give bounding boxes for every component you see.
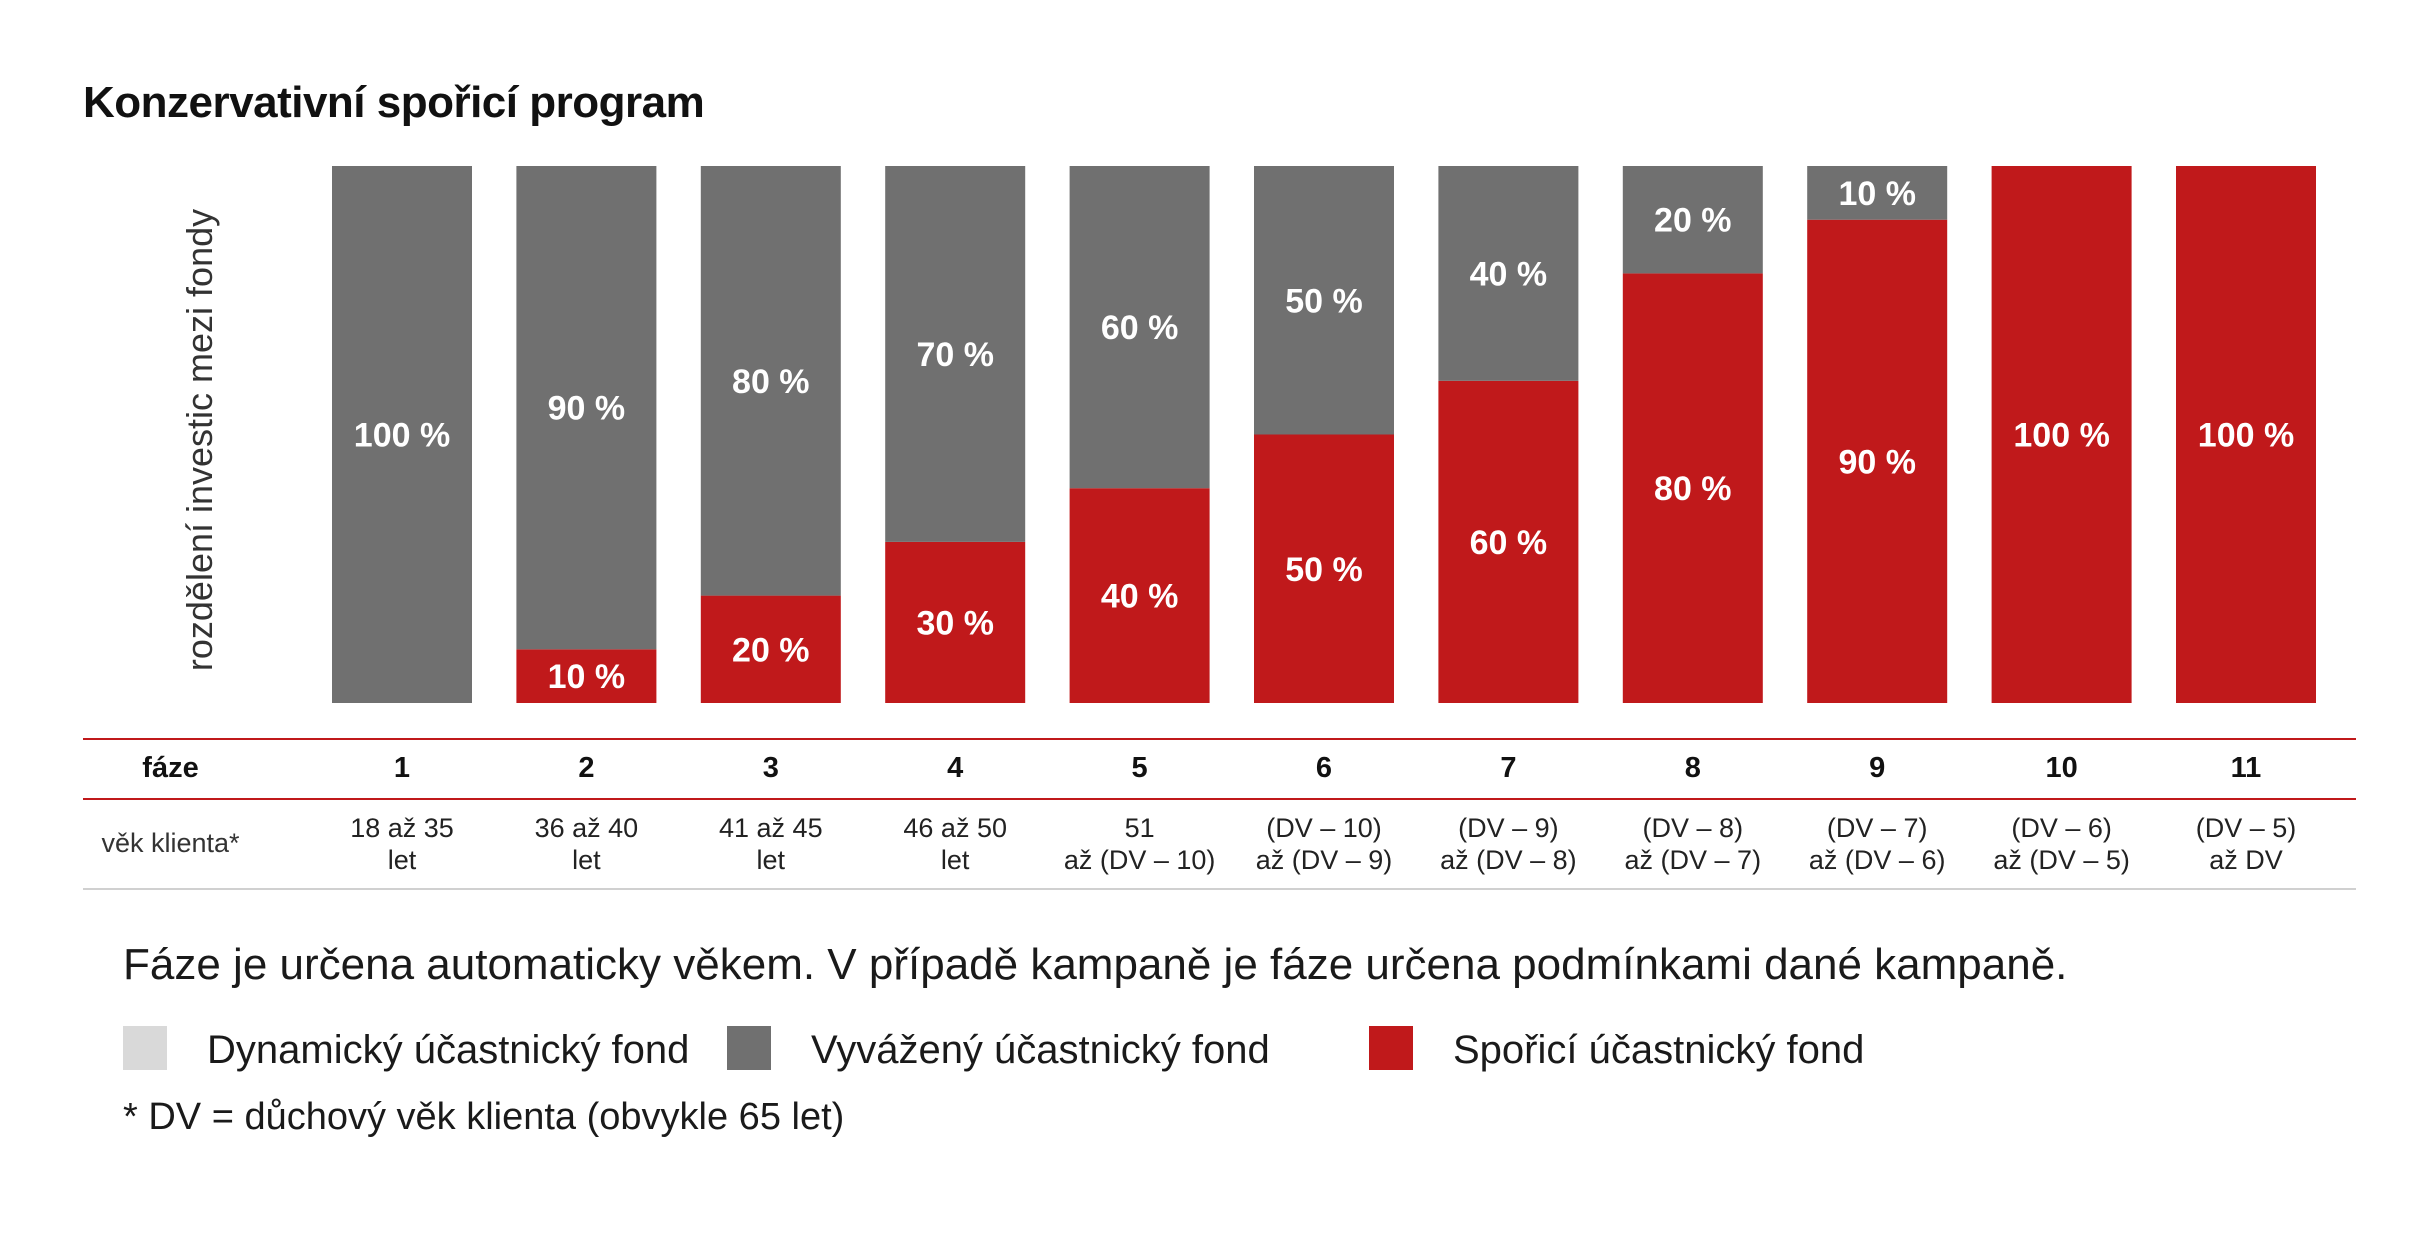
table-bottom-rule [83,888,2356,890]
age-cell: (DV – 10) až (DV – 9) [1232,812,1416,876]
bar-data-label: 40 % [1470,255,1548,293]
bar-segment-saving-phase-11 [2176,166,2316,703]
age-cell-line: (DV – 5) [2195,813,2297,843]
age-cell: 41 až 45 let [679,812,863,876]
phase-cell: 3 [762,752,779,784]
bar-segment-saving-phase-7 [1438,380,1579,703]
bar-segment-saving-phase-4 [885,541,1026,703]
phase-cell: 2 [578,752,595,784]
phase-cell: 5 [1131,752,1148,784]
bar-segment-balanced-phase-2 [516,166,657,650]
bar-data-label: 60 % [1470,524,1548,562]
age-cell-line: až (DV – 9) [1255,845,1393,875]
bar-segment-balanced-phase-1 [332,166,472,703]
age-cell-line: (DV – 7) [1826,813,1928,843]
bar-segment-saving-phase-10 [1991,166,2132,703]
age-cell-line: 51 [1124,813,1155,843]
age-cell-line: let [940,845,970,875]
bar-data-label: 100 % [2013,417,2109,455]
bar-segment-balanced-phase-8 [1622,166,1763,274]
bar-segment-balanced-phase-4 [885,166,1026,542]
age-row-label: věk klienta* [101,828,240,858]
age-cell-line: 36 až 40 [534,813,639,843]
phase-cell: 8 [1684,752,1701,784]
phase-cell: 9 [1869,752,1886,784]
table-middle-rule [83,798,2356,800]
bar-data-label: 10 % [1838,175,1916,213]
age-cell-line: let [756,845,786,875]
age-cell-line: 41 až 45 [719,813,823,843]
bar-segment-balanced-phase-9 [1807,166,1948,220]
age-cell-line: 46 až 50 [903,813,1007,843]
age-cell-line: až (DV – 8) [1440,845,1577,875]
age-cell: (DV – 8) až (DV – 7) [1601,812,1785,876]
age-cell: 36 až 40 let [494,812,678,876]
bar-segment-balanced-phase-7 [1438,166,1579,381]
phase-cell: 6 [1315,752,1333,784]
age-cell: (DV – 9) až (DV – 8) [1416,812,1600,876]
bar-data-label: 70 % [916,336,994,374]
bar-data-label: 20 % [732,631,810,669]
bar-segment-saving-phase-5 [1069,488,1210,703]
age-cell: (DV – 7) až (DV – 6) [1785,812,1969,876]
bar-data-label: 80 % [732,363,810,401]
legend-swatch [123,1026,167,1070]
age-cell: 18 až 35 let [310,812,494,876]
phase-cell: 7 [1500,752,1517,784]
phase-row-label: fáze [142,752,199,784]
age-cell: 46 až 50 let [863,812,1047,876]
bar-segment-balanced-phase-5 [1069,166,1210,489]
stacked-bar-chart: 100 % 10 % 90 % 20 % 80 % 30 % 70 % 40 % 60 % 50 … [332,166,2316,703]
bar-segment-saving-phase-9 [1807,219,1948,703]
age-cell-line: let [387,845,417,875]
age-cell-line: až (DV – 10) [1063,845,1216,875]
legend-swatch [1369,1026,1413,1070]
bar-data-label: 90 % [1838,443,1916,481]
phase-cell: 4 [947,752,964,784]
footnote: * DV = důchový věk klienta (obvykle 65 l… [123,1096,845,1138]
age-cell-line: (DV – 8) [1642,813,1744,843]
phase-note: Fáze je určena automaticky věkem. V příp… [123,940,2068,989]
bar-data-label: 60 % [1101,309,1179,347]
bar-data-label: 100 % [2198,417,2294,455]
bar-segment-saving-phase-3 [700,595,841,703]
phase-cell: 10 [2045,752,2078,784]
age-cell-line: (DV – 9) [1458,813,1559,843]
legend-label: Vyvážený účastnický fond [811,1028,1270,1072]
age-cell: 51 až (DV – 10) [1048,812,1232,876]
bar-data-label: 40 % [1101,578,1179,616]
legend-swatch [727,1026,771,1070]
bar-data-label: 100 % [354,417,450,455]
age-cell-line: až (DV – 6) [1808,845,1946,875]
age-cell-line: let [572,845,601,875]
legend-label: Spořicí účastnický fond [1453,1028,1865,1072]
age-cell: (DV – 6) až (DV – 5) [1970,812,2154,876]
bar-data-label: 90 % [548,390,626,428]
age-cell-line: až DV [2209,845,2283,875]
chart-title: Konzervativní spořicí program [83,78,705,127]
phase-cell: 1 [393,752,411,784]
table-top-rule [83,738,2356,740]
bar-segment-saving-phase-2 [516,649,657,703]
bar-data-label: 20 % [1654,202,1732,240]
bar-segment-saving-phase-6 [1254,434,1394,703]
age-cell-line: (DV – 6) [2011,813,2112,843]
legend-label: Dynamický účastnický fond [207,1028,690,1072]
bar-data-label: 30 % [916,604,994,642]
bar-segment-balanced-phase-6 [1254,166,1394,435]
bar-data-label: 10 % [548,658,626,696]
age-cell-line: (DV – 10) [1266,813,1382,843]
phase-cell: 11 [2230,752,2262,784]
age-cell: (DV – 5) až DV [2154,812,2338,876]
age-cell-line: až (DV – 7) [1624,845,1762,875]
bar-segment-balanced-phase-3 [700,166,841,596]
bar-data-label: 50 % [1285,551,1363,589]
bar-segment-saving-phase-8 [1622,273,1763,703]
bar-data-label: 80 % [1654,470,1732,508]
age-cell-line: až (DV – 5) [1993,845,2130,875]
age-cell-line: 18 až 35 [350,813,454,843]
bar-data-label: 50 % [1285,282,1363,320]
